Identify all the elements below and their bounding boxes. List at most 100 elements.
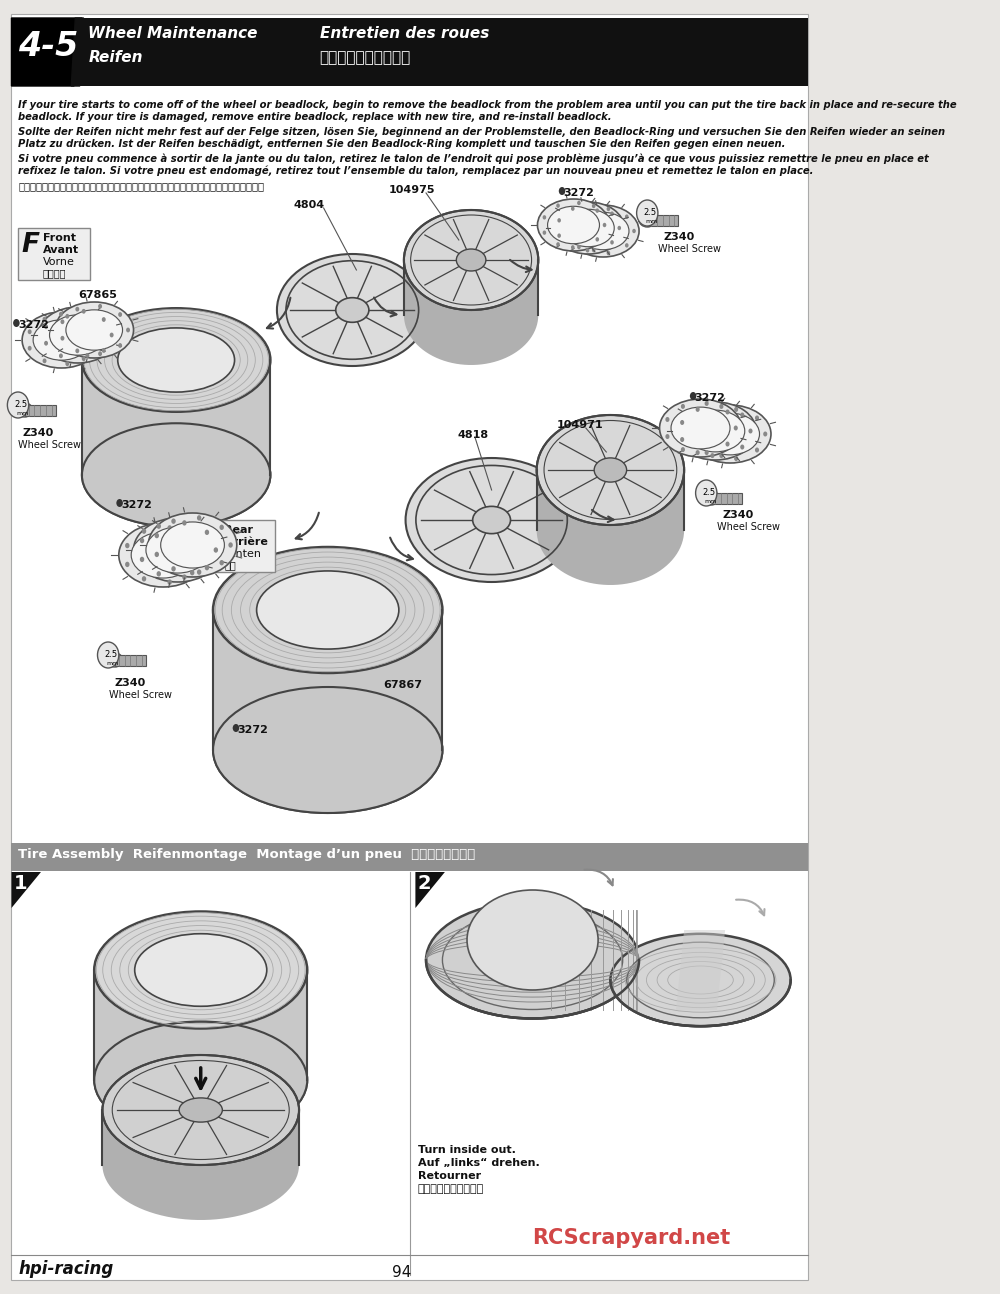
- Ellipse shape: [257, 571, 399, 650]
- Text: 4818: 4818: [457, 430, 488, 440]
- Ellipse shape: [16, 402, 33, 417]
- Ellipse shape: [567, 204, 639, 258]
- Ellipse shape: [135, 934, 267, 1007]
- Ellipse shape: [671, 408, 730, 449]
- Circle shape: [93, 338, 97, 343]
- Bar: [647, 215, 678, 226]
- Ellipse shape: [213, 687, 442, 813]
- Ellipse shape: [55, 302, 134, 358]
- Ellipse shape: [102, 1055, 299, 1165]
- Circle shape: [140, 538, 144, 543]
- Circle shape: [102, 317, 106, 322]
- Text: フロント: フロント: [43, 268, 66, 278]
- Circle shape: [98, 304, 102, 309]
- Circle shape: [680, 437, 684, 443]
- Text: 3272: 3272: [121, 499, 152, 510]
- Text: Wheel Screw: Wheel Screw: [18, 440, 81, 450]
- Ellipse shape: [467, 890, 598, 990]
- Circle shape: [142, 576, 146, 581]
- Ellipse shape: [277, 254, 428, 366]
- Circle shape: [543, 230, 546, 234]
- Text: タイヤのメンテナンス: タイヤのメンテナンス: [320, 50, 411, 65]
- Circle shape: [710, 410, 714, 415]
- Polygon shape: [11, 18, 82, 85]
- Ellipse shape: [594, 458, 627, 483]
- Ellipse shape: [689, 405, 771, 463]
- Text: Wheel Maintenance: Wheel Maintenance: [88, 26, 258, 41]
- Circle shape: [725, 409, 730, 414]
- Circle shape: [118, 312, 122, 317]
- Polygon shape: [537, 415, 684, 531]
- Circle shape: [572, 221, 576, 225]
- Polygon shape: [82, 360, 270, 527]
- Text: 2.5: 2.5: [104, 650, 117, 659]
- Circle shape: [102, 348, 106, 353]
- Circle shape: [607, 207, 610, 211]
- Circle shape: [65, 361, 69, 366]
- Circle shape: [592, 248, 595, 252]
- Text: リア: リア: [224, 560, 236, 569]
- Text: R: R: [203, 524, 223, 550]
- Text: Hinten: Hinten: [224, 549, 261, 559]
- Ellipse shape: [537, 415, 684, 525]
- Text: F: F: [21, 232, 39, 258]
- Ellipse shape: [33, 320, 90, 360]
- Circle shape: [98, 351, 102, 356]
- Circle shape: [755, 448, 759, 453]
- Circle shape: [171, 567, 176, 572]
- Ellipse shape: [161, 521, 224, 568]
- Ellipse shape: [119, 523, 207, 587]
- Circle shape: [543, 215, 546, 220]
- Text: Arrière: Arrière: [224, 537, 268, 547]
- Ellipse shape: [674, 402, 756, 459]
- Text: 67867: 67867: [383, 681, 422, 690]
- Polygon shape: [82, 308, 270, 475]
- Circle shape: [197, 569, 201, 575]
- Circle shape: [214, 547, 218, 553]
- Polygon shape: [404, 260, 538, 365]
- Text: 2.5: 2.5: [702, 488, 715, 497]
- Circle shape: [60, 320, 64, 325]
- Circle shape: [85, 353, 89, 358]
- Circle shape: [205, 529, 209, 534]
- Ellipse shape: [562, 210, 614, 247]
- Text: 4-5: 4-5: [18, 30, 78, 63]
- Text: Si votre pneu commence à sortir de la jante ou du talon, retirez le talon de l’e: Si votre pneu commence à sortir de la ja…: [18, 154, 929, 164]
- Bar: [11, 842, 808, 871]
- Circle shape: [734, 426, 738, 431]
- Ellipse shape: [703, 490, 719, 505]
- Circle shape: [233, 725, 239, 732]
- Text: mm: mm: [705, 499, 717, 503]
- Circle shape: [44, 325, 48, 329]
- Circle shape: [625, 215, 629, 219]
- Ellipse shape: [701, 413, 760, 455]
- Text: 94: 94: [392, 1266, 411, 1280]
- Circle shape: [571, 207, 575, 211]
- Circle shape: [603, 223, 606, 228]
- Polygon shape: [537, 470, 684, 585]
- Text: Entretien des roues: Entretien des roues: [320, 26, 489, 41]
- Ellipse shape: [50, 314, 106, 355]
- Ellipse shape: [134, 518, 222, 582]
- Text: refixez le talon. Si votre pneu est endomagé, retirez tout l’ensemble du talon, : refixez le talon. Si votre pneu est endo…: [18, 166, 813, 176]
- Ellipse shape: [404, 210, 538, 311]
- Circle shape: [755, 415, 759, 421]
- Circle shape: [681, 448, 685, 452]
- Circle shape: [632, 229, 636, 233]
- Circle shape: [696, 406, 700, 411]
- Circle shape: [557, 233, 561, 238]
- Ellipse shape: [66, 309, 123, 351]
- Text: Wheel Screw: Wheel Screw: [717, 521, 780, 532]
- Circle shape: [82, 309, 86, 313]
- Circle shape: [740, 445, 744, 449]
- Circle shape: [695, 440, 699, 445]
- Text: 3272: 3272: [238, 725, 268, 735]
- Ellipse shape: [107, 653, 123, 666]
- Bar: [711, 493, 742, 503]
- Circle shape: [665, 417, 669, 422]
- Text: Auf „links“ drehen.: Auf „links“ drehen.: [418, 1158, 540, 1168]
- Circle shape: [610, 241, 614, 245]
- Circle shape: [167, 580, 172, 585]
- Circle shape: [155, 533, 159, 538]
- Circle shape: [696, 450, 700, 455]
